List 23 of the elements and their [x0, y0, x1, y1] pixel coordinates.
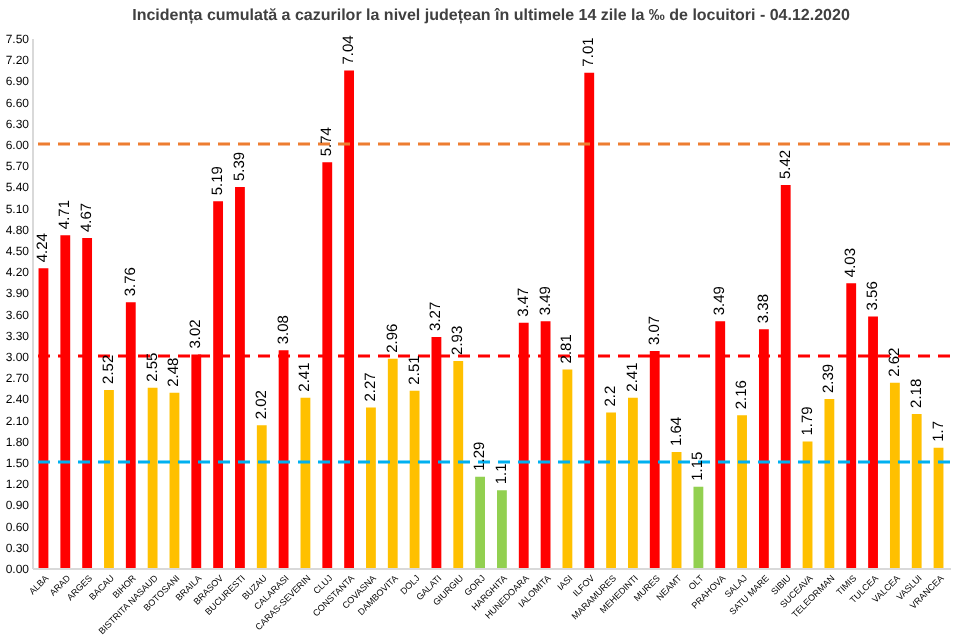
- bar: [627, 397, 638, 568]
- bar: [911, 413, 922, 568]
- bar: [300, 397, 311, 568]
- bar: [475, 476, 485, 568]
- bar: [366, 407, 376, 568]
- bar: [104, 389, 114, 568]
- bar: [256, 425, 267, 568]
- bar: [802, 441, 813, 568]
- bar: [606, 412, 616, 568]
- bar: [147, 387, 158, 568]
- bar: [933, 447, 944, 568]
- bar: [387, 358, 398, 568]
- bar: [453, 360, 464, 568]
- bar: [889, 382, 900, 568]
- chart-title: Incidența cumulată a cazurilor la nivel județean în ultimele 14 zile la ‰ de locuitori - 04.12.2020: [132, 6, 851, 24]
- bar: [824, 399, 835, 568]
- bar: [169, 392, 180, 568]
- bar: [409, 390, 420, 568]
- bar: [737, 415, 747, 568]
- bar: [497, 490, 507, 568]
- bar: [671, 452, 682, 568]
- bar: [693, 486, 704, 568]
- bar: [562, 369, 573, 568]
